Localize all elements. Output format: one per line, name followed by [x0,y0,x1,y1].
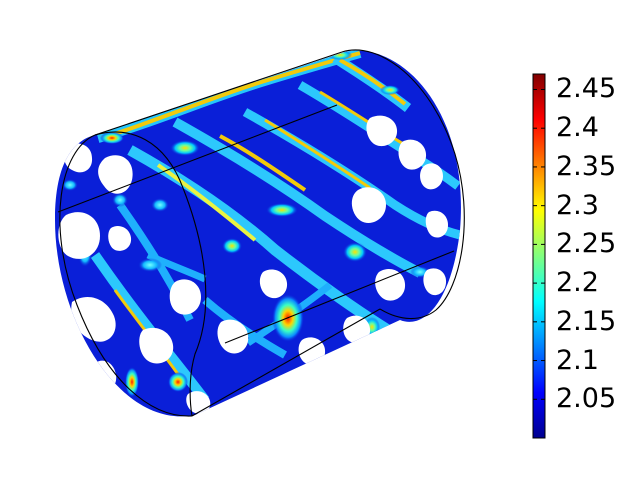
hot-spots [62,50,430,397]
surface-holes [58,115,448,414]
cylinder-outline [57,49,465,417]
